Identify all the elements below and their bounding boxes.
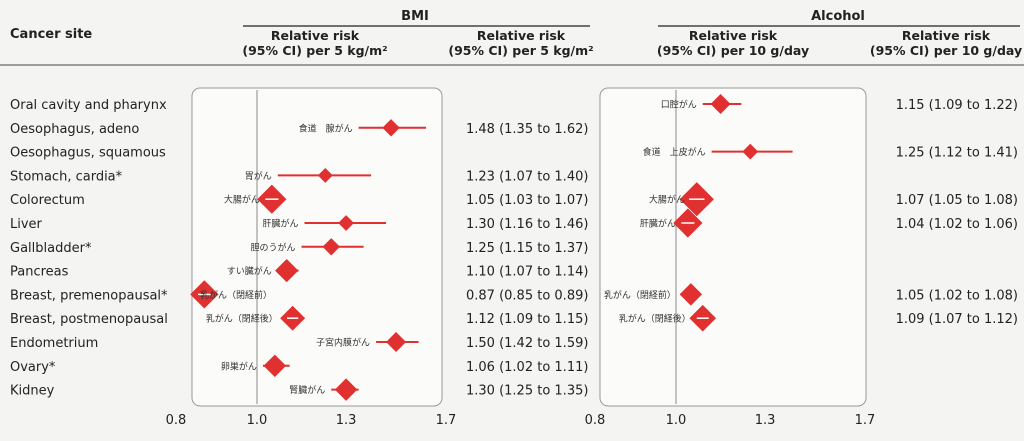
bmi-ci-value: 0.87 (0.85 to 0.89)	[466, 288, 588, 303]
alcohol-ci-value: 1.07 (1.05 to 1.08)	[896, 193, 1018, 208]
bmi-site-annotation: 食道 腺がん	[299, 122, 353, 134]
bmi-col1-header-line1: Relative risk	[271, 28, 360, 43]
bmi-ci-value: 1.50 (1.42 to 1.59)	[466, 336, 588, 351]
alcohol-plot-panel	[599, 87, 867, 407]
cancer-site-label: Endometrium	[10, 336, 98, 351]
bmi-ci-value: 1.23 (1.07 to 1.40)	[466, 169, 588, 184]
alcohol-point-estimate	[710, 94, 731, 114]
cancer-site-label: Breast, postmenopausal	[10, 312, 168, 327]
bmi-ci-value: 1.12 (1.09 to 1.15)	[466, 312, 588, 327]
bmi-point-estimate	[338, 215, 354, 231]
cancer-site-label: Ovary*	[10, 360, 56, 375]
bmi-ci-value: 1.48 (1.35 to 1.62)	[466, 122, 588, 137]
bmi-x-tick-label: 1.0	[247, 413, 268, 428]
bmi-site-annotation: 大腸がん	[224, 194, 260, 206]
bmi-point-estimate	[334, 378, 358, 401]
bmi-ci-value: 1.05 (1.03 to 1.07)	[466, 193, 588, 208]
alc-col2-header-line2: (95% CI) per 10 g/day	[870, 43, 1022, 58]
cancer-site-label: Stomach, cardia*	[10, 169, 123, 184]
alcohol-ci-column: 1.15 (1.09 to 1.22) 1.25 (1.12 to 1.41) 1.…	[896, 98, 1018, 327]
bmi-group-title: BMI	[401, 9, 429, 24]
bmi-site-annotation: 胆のうがん	[251, 241, 296, 253]
alcohol-site-annotation: 乳がん（閉経前）	[604, 289, 676, 301]
alcohol-site-annotation: 大腸がん	[649, 194, 685, 206]
bmi-site-annotation: すい臓がん	[227, 265, 272, 277]
cancer-site-label: Pancreas	[10, 265, 69, 280]
bmi-ci-value: 1.10 (1.07 to 1.14)	[466, 265, 588, 280]
alcohol-ci-value: 1.25 (1.12 to 1.41)	[896, 146, 1018, 161]
bmi-ci-value: 1.30 (1.16 to 1.46)	[466, 217, 588, 232]
alcohol-site-annotation: 食道 上皮がん	[643, 146, 706, 158]
site-labels: Oral cavity and pharynx Oesophagus, adeno…	[10, 98, 168, 399]
alcohol-point-estimate	[679, 283, 703, 306]
alcohol-ci-value: 1.09 (1.07 to 1.12)	[896, 312, 1018, 327]
cancer-site-label: Oesophagus, adeno	[10, 122, 139, 137]
alcohol-x-tick-label: 1.3	[755, 413, 776, 428]
bmi-col2-header-line2: (95% CI) per 5 kg/m²	[448, 43, 593, 58]
alc-col2-header-line1: Relative risk	[902, 28, 991, 43]
alcohol-point-estimate	[742, 143, 759, 160]
cancer-site-label: Gallbladder*	[10, 241, 92, 256]
alcohol-ci-value: 1.04 (1.02 to 1.06)	[896, 217, 1018, 232]
bmi-site-annotation: 腎臓がん	[289, 384, 325, 396]
alcohol-x-tick-label: 1.7	[855, 413, 876, 428]
bmi-x-tick-label: 1.3	[336, 413, 357, 428]
alcohol-group-title: Alcohol	[811, 9, 865, 24]
bmi-x-tick-label: 0.8	[166, 413, 187, 428]
bmi-site-annotation: 乳がん（閉経前）	[200, 289, 272, 301]
bmi-ci-value: 1.30 (1.25 to 1.35)	[466, 384, 588, 399]
bmi-ci-column: 1.48 (1.35 to 1.62) 1.23 (1.07 to 1.40) 1.…	[466, 122, 588, 399]
alc-col1-header-line1: Relative risk	[689, 28, 778, 43]
cancer-site-label: Oral cavity and pharynx	[10, 98, 167, 113]
bmi-site-annotation: 卵巣がん	[221, 360, 257, 372]
table-header: Cancer site BMI Relative risk (95% CI) p…	[0, 9, 1024, 66]
cancer-site-label: Colorectum	[10, 193, 85, 208]
alcohol-ci-value: 1.05 (1.02 to 1.08)	[896, 288, 1018, 303]
cancer-site-label: Breast, premenopausal*	[10, 288, 168, 303]
alcohol-site-annotation: 口腔がん	[661, 99, 697, 111]
alcohol-site-annotation: 乳がん（閉経後）	[619, 313, 691, 325]
cancer-site-label: Oesophagus, squamous	[10, 146, 166, 161]
bmi-x-tick-label: 1.7	[436, 413, 457, 428]
cancer-site-label: Liver	[10, 217, 43, 232]
alcohol-site-annotation: 肝臓がん	[640, 218, 676, 230]
alc-col1-header-line2: (95% CI) per 10 g/day	[657, 43, 809, 58]
bmi-site-annotation: 子宮内膜がん	[316, 337, 370, 349]
bmi-ci-value: 1.06 (1.02 to 1.11)	[466, 360, 588, 375]
bmi-ci-value: 1.25 (1.15 to 1.37)	[466, 241, 588, 256]
alcohol-x-tick-label: 1.0	[666, 413, 687, 428]
bmi-point-estimate	[275, 258, 299, 283]
bmi-point-estimate	[382, 119, 400, 137]
alcohol-x-tick-label: 0.8	[585, 413, 606, 428]
bmi-point-estimate	[322, 238, 340, 256]
bmi-site-annotation: 乳がん（閉経後）	[206, 313, 278, 325]
bmi-point-estimate	[263, 354, 287, 378]
bmi-site-annotation: 肝臓がん	[263, 218, 299, 230]
alcohol-ci-value: 1.15 (1.09 to 1.22)	[896, 98, 1018, 113]
bmi-col2-header-line1: Relative risk	[477, 28, 566, 43]
bmi-point-estimate	[317, 167, 333, 183]
bmi-point-estimate	[386, 332, 407, 352]
bmi-forest-plot: 0.8 1.0 1.3 1.7 食道 腺がん胃がん大腸がん肝臓がん胆のうがんすい臓がん乳…	[166, 90, 457, 428]
bmi-site-annotation: 胃がん	[245, 170, 272, 182]
site-column-header: Cancer site	[10, 27, 92, 42]
bmi-col1-header-line2: (95% CI) per 5 kg/m²	[242, 43, 387, 58]
cancer-site-label: Kidney	[10, 384, 55, 399]
